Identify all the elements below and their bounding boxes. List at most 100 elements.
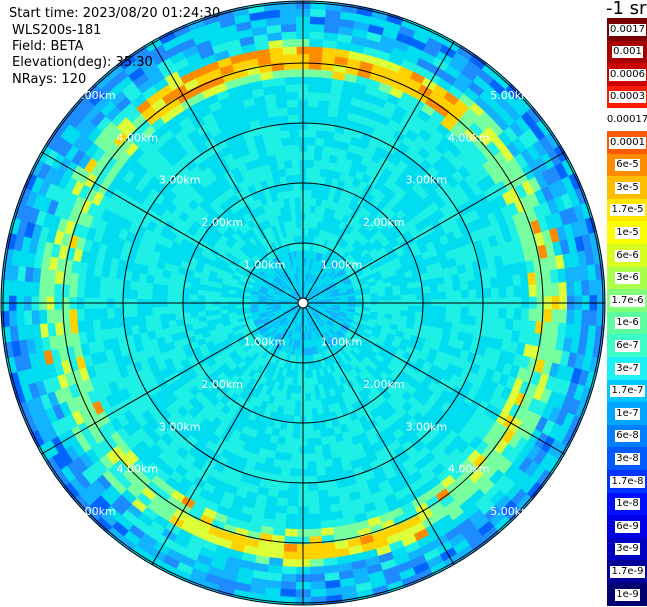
range-gate-cell [291, 430, 300, 440]
range-gate-cell [285, 83, 298, 93]
range-gate-cell [144, 290, 153, 300]
range-gate-cell [287, 189, 296, 199]
range-gate-cell [278, 596, 296, 605]
range-gate-cell [588, 279, 598, 296]
range-gate-cell [400, 294, 410, 301]
range-gate-cell [305, 408, 313, 417]
range-gate-cell [306, 438, 315, 447]
range-gate-cell [15, 280, 25, 297]
range-gate-cell [482, 316, 492, 328]
range-gate-cell [287, 113, 299, 123]
range-gate-cell [295, 212, 302, 221]
colorbar-unit: -1 sr [606, 0, 647, 19]
range-gate-cell [460, 289, 470, 300]
range-gate-cell [497, 276, 507, 288]
range-gate-cell [280, 581, 297, 591]
range-gate-cell [400, 305, 410, 312]
range-gate-cell [304, 385, 311, 394]
range-gate-cell [313, 159, 323, 169]
range-gate-cell [129, 315, 139, 327]
range-gate-cell [300, 272, 303, 281]
range-gate-cell [282, 444, 293, 454]
range-gate-cell [314, 452, 325, 462]
range-gate-cell [422, 285, 432, 294]
range-gate-cell [212, 304, 221, 311]
range-gate-cell [279, 8, 296, 18]
range-gate-cell [106, 317, 117, 329]
range-gate-cell [174, 305, 183, 314]
range-gate-cell [278, 1, 296, 10]
range-gate-cell [306, 453, 316, 462]
colorbar-bin: 6e-9 [607, 515, 647, 539]
range-gate-cell [290, 445, 300, 455]
colorbar-tick-label: 3e-9 [615, 543, 640, 556]
range-gate-cell [159, 291, 168, 300]
range-gate-cell [136, 289, 146, 300]
range-gate-cell [316, 482, 328, 492]
radar-center-marker [297, 297, 309, 309]
range-gate-cell [443, 275, 454, 285]
range-gate-cell [309, 573, 326, 583]
range-gate-cell [313, 444, 324, 454]
range-gate-cell [113, 307, 123, 319]
range-gate-cell [310, 588, 327, 598]
range-gate-cell [291, 166, 300, 176]
colorbar-bin: 1e-8 [607, 492, 647, 516]
range-gate-cell [315, 137, 326, 147]
range-gate-cell [291, 438, 300, 447]
range-gate-cell [286, 498, 299, 508]
range-gate-cell [91, 318, 102, 331]
range-gate-cell [467, 279, 477, 291]
range-gate-cell [98, 307, 108, 320]
range-gate-cell [287, 106, 299, 116]
range-gate-cell [91, 307, 101, 320]
range-gate-cell [306, 136, 317, 146]
colorbar-bin: 6e-6 [607, 244, 647, 268]
range-gate-cell [307, 98, 320, 108]
range-gate-cell [428, 277, 439, 287]
colorbar-bin: 0.0003 [607, 85, 647, 109]
colorbar-tick-label: 6e-9 [615, 520, 640, 533]
range-gate-cell [136, 306, 146, 317]
range-gate-cell [296, 219, 302, 229]
range-gate-cell [438, 291, 447, 300]
range-gate-cell [159, 283, 169, 293]
colorbar-tick-label: 1e-9 [615, 588, 640, 601]
range-gate-cell [129, 289, 138, 300]
range-gate-cell [151, 290, 161, 300]
range-gate-cell [310, 8, 327, 18]
colorbar-tick-label: 1e-6 [615, 317, 640, 330]
colorbar-tick-label: 6e-5 [615, 159, 640, 172]
range-gate-cell [309, 581, 326, 591]
range-gate-cell [46, 282, 55, 297]
range-gate-cell [106, 307, 116, 319]
range-gate-cell [297, 242, 302, 251]
colorbar-tick-label: 0.0006 [609, 68, 646, 81]
range-gate-cell [445, 306, 455, 316]
range-ring-label: 5.00km [74, 89, 116, 102]
range-gate-cell [558, 309, 568, 325]
range-gate-cell [282, 46, 297, 55]
range-gate-cell [286, 98, 299, 108]
range-gate-cell [159, 313, 169, 323]
range-gate-cell [1, 310, 10, 328]
range-gate-cell [490, 307, 500, 319]
range-gate-cell [280, 573, 297, 583]
range-ring-label: 1.00km [321, 259, 363, 272]
colorbar-tick-label: 3e-8 [615, 452, 640, 465]
range-gate-cell [151, 306, 161, 316]
range-gate-cell [317, 106, 329, 117]
range-gate-cell [308, 53, 323, 63]
range-gate-cell [304, 370, 310, 379]
range-gate-cell [113, 287, 123, 299]
range-gate-cell [520, 284, 530, 298]
range-gate-cell [286, 505, 299, 515]
range-ring-label: 4.00km [448, 463, 490, 476]
range-gate-cell [277, 489, 289, 500]
range-ring-label: 3.00km [406, 420, 448, 433]
range-gate-cell [276, 99, 288, 109]
beta-field-layer [1, 1, 605, 605]
range-gate-cell [551, 309, 560, 324]
range-gate-cell [175, 318, 185, 327]
